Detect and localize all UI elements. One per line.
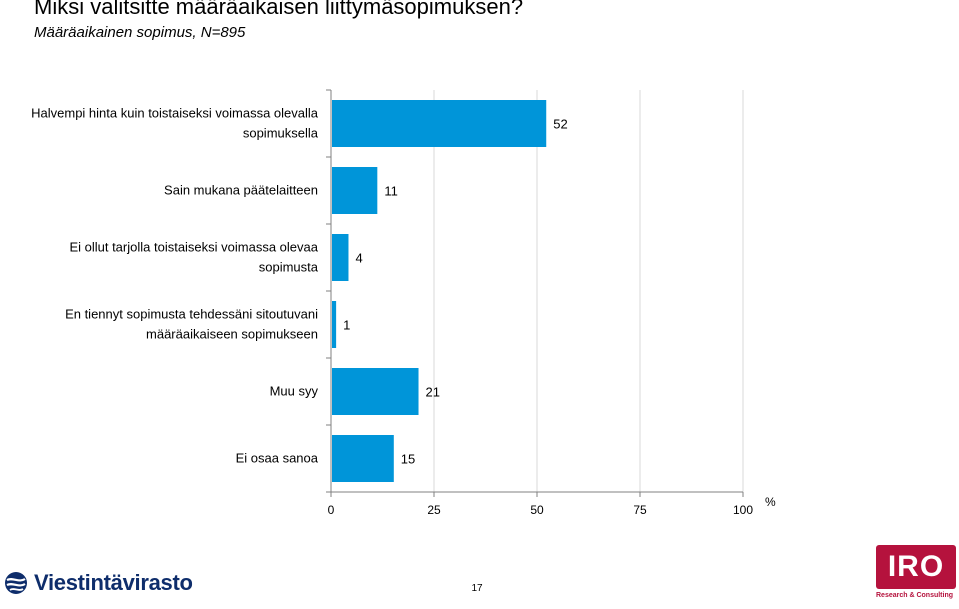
grid-lines — [433, 90, 744, 492]
data-label: 15 — [401, 452, 415, 467]
bar — [332, 234, 349, 281]
data-label: 52 — [553, 117, 567, 132]
category-label: Muu syy — [270, 384, 319, 399]
globe-logo-icon — [5, 572, 27, 594]
iro-logo: IRO Research & Consulting — [876, 545, 956, 607]
x-tick-label: 0 — [328, 503, 335, 517]
page-title: Miksi valitsitte määräaikaisen liittymäs… — [34, 0, 524, 19]
iro-tagline: Research & Consulting — [876, 592, 954, 599]
bar — [332, 435, 394, 482]
page-subtitle: Määräaikainen sopimus, N=895 — [34, 24, 246, 41]
bars — [332, 100, 547, 482]
data-label: 1 — [343, 318, 350, 333]
data-label: 4 — [355, 251, 362, 266]
brand-left-text: Viestintävirasto — [34, 570, 193, 595]
x-tick-label: 25 — [427, 503, 441, 517]
data-label: 21 — [426, 385, 440, 400]
axes: 0 25 50 75 100% — [326, 89, 776, 517]
bar — [332, 368, 419, 415]
category-label: Halvempi hinta kuin toistaiseksi voimass… — [31, 106, 319, 141]
bar — [332, 100, 547, 147]
data-label: 11 — [384, 184, 398, 199]
category-label: Ei osaa sanoa — [236, 451, 319, 466]
x-axis-unit-label: % — [765, 495, 776, 509]
category-label: En tiennyt sopimusta tehdessäni sitoutuv… — [65, 307, 318, 342]
data-labels: 52 11 4 1 21 15 — [343, 117, 568, 467]
category-labels: Halvempi hinta kuin toistaiseksi voimass… — [31, 106, 319, 466]
bar — [332, 167, 378, 214]
x-tick-label: 75 — [633, 503, 647, 517]
category-label: Ei ollut tarjolla toistaiseksi voimassa … — [69, 240, 318, 275]
category-label: Sain mukana päätelaitteen — [164, 183, 318, 198]
x-tick-label: 50 — [530, 503, 544, 517]
bar — [332, 301, 337, 348]
viestintavirasto-logo: Viestintävirasto — [4, 570, 193, 596]
iro-logo-box: IRO — [876, 545, 956, 589]
x-tick-label: 100 — [733, 503, 753, 517]
page-number: 17 — [471, 583, 483, 594]
